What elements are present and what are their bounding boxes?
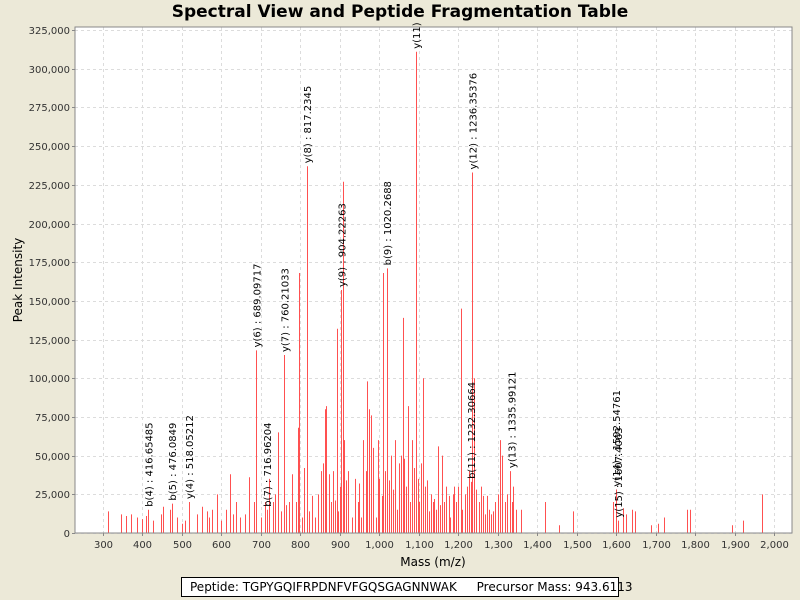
peak-annotation-label: b(9) : 1020.2688 bbox=[383, 181, 394, 265]
y-tick-label: 325,000 bbox=[29, 26, 70, 37]
y-tick-label: 50,000 bbox=[35, 452, 70, 463]
x-tick-label: 1,600 bbox=[602, 540, 631, 551]
x-tick-label: 1,500 bbox=[563, 540, 592, 551]
chart-title: Spectral View and Peptide Fragmentation … bbox=[171, 2, 629, 22]
y-tick-label: 300,000 bbox=[29, 65, 70, 76]
x-tick-label: 2,000 bbox=[760, 540, 789, 551]
x-tick-label: 500 bbox=[173, 540, 192, 551]
x-tick-label: 1,400 bbox=[523, 540, 552, 551]
precursor-mass: Precursor Mass: 943.6113 bbox=[476, 580, 633, 594]
x-tick-label: 1,200 bbox=[444, 540, 473, 551]
x-tick-label: 1,700 bbox=[642, 540, 671, 551]
peak-annotation-label: y(14) : 1592.54761 bbox=[612, 390, 623, 487]
peptide-info-box: Peptide: TGPYGQIFRPDNFVFGQSGAGNNWAK Prec… bbox=[181, 577, 633, 597]
y-tick-label: 200,000 bbox=[29, 220, 70, 231]
x-axis-label: Mass (m/z) bbox=[400, 555, 465, 569]
x-tick-label: 1,900 bbox=[721, 540, 750, 551]
x-tick-label: 700 bbox=[252, 540, 271, 551]
y-tick-label: 275,000 bbox=[29, 103, 70, 114]
y-tick-label: 125,000 bbox=[29, 336, 70, 347]
peak-annotation-label: y(7) : 760.21033 bbox=[280, 268, 291, 352]
peak-annotation-label: y(13) : 1335.99121 bbox=[508, 371, 519, 468]
grid-lines bbox=[75, 27, 792, 534]
x-tick-label: 1,100 bbox=[405, 540, 434, 551]
y-tick-label: 75,000 bbox=[35, 413, 70, 424]
x-tick-label: 400 bbox=[133, 540, 152, 551]
y-tick-label: 225,000 bbox=[29, 181, 70, 192]
y-tick-label: 150,000 bbox=[29, 297, 70, 308]
x-tick-label: 1,000 bbox=[365, 540, 394, 551]
peaks bbox=[108, 51, 763, 533]
x-tick-label: 1,300 bbox=[484, 540, 513, 551]
x-tick-label: 800 bbox=[291, 540, 310, 551]
peak-annotation-label: y(4) : 518.05212 bbox=[185, 415, 196, 499]
y-tick-label: 0 bbox=[64, 529, 70, 540]
peak-annotation-label: b(5) : 476.0849 bbox=[168, 423, 179, 501]
x-tick-label: 300 bbox=[94, 540, 113, 551]
y-axis: 0 25,000 50,000 75,000 100,000 125,000 150,000… bbox=[29, 26, 75, 540]
x-tick-label: 600 bbox=[212, 540, 231, 551]
x-tick-label: 900 bbox=[331, 540, 350, 551]
peak-annotation-label: y(11) bbox=[412, 22, 423, 49]
plot-border bbox=[74, 26, 793, 534]
x-axis: 300 400 500 600 700 800 900 1,000 1,100 1,200 1,30… bbox=[94, 533, 789, 551]
y-tick-label: 25,000 bbox=[35, 490, 70, 501]
peak-annotation-label: y(8) : 817.2345 bbox=[303, 86, 314, 164]
y-tick-label: 250,000 bbox=[29, 142, 70, 153]
peak-annotation-label: y(9) : 904.22263 bbox=[337, 203, 348, 287]
peak-annotation-label: b(11) : 1232.30664 bbox=[467, 382, 478, 479]
peak-annotation-label: y(6) : 689.09717 bbox=[252, 264, 263, 348]
y-tick-label: 100,000 bbox=[29, 374, 70, 385]
peak-annotation-label: y(15) : 1607.4063 bbox=[614, 427, 625, 517]
x-tick-label: 1,800 bbox=[681, 540, 710, 551]
peptide-sequence: Peptide: TGPYGQIFRPDNFVFGQSGAGNNWAK bbox=[190, 580, 457, 594]
y-tick-label: 175,000 bbox=[29, 258, 70, 269]
plot-area bbox=[75, 27, 792, 533]
peak-annotation-label: b(7) : 716.96204 bbox=[263, 422, 274, 506]
peak-annotation-label: b(4) : 416.65485 bbox=[144, 422, 155, 506]
peak-annotations: b(4) : 416.65485 b(5) : 476.0849 y(4) : 51… bbox=[144, 22, 624, 517]
peak-annotation-label: y(12) : 1236.35376 bbox=[468, 73, 479, 170]
y-axis-label: Peak Intensity bbox=[11, 238, 25, 323]
